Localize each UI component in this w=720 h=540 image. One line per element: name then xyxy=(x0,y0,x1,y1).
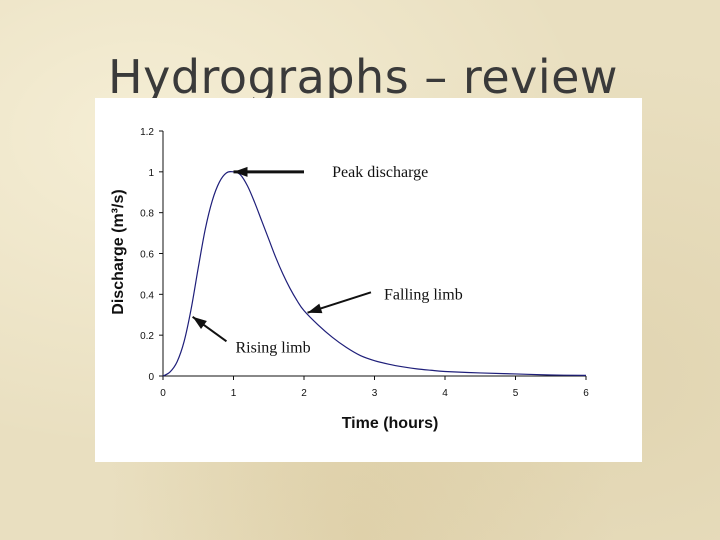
x-tick-label: 4 xyxy=(442,388,448,399)
slide-title: Hydrographs – review xyxy=(108,50,619,104)
y-tick-label: 1 xyxy=(148,168,154,179)
annotation-label: Falling limb xyxy=(384,286,463,303)
x-tick-label: 1 xyxy=(231,388,237,399)
y-tick-label: 1.2 xyxy=(140,127,154,138)
y-tick-label: 0.6 xyxy=(140,250,154,261)
annotation-label: Rising limb xyxy=(236,339,311,356)
x-tick-label: 2 xyxy=(301,388,307,399)
annotation-arrow-head xyxy=(233,166,248,177)
x-tick-label: 6 xyxy=(583,388,589,399)
hydrograph-chart: 0 1 2 3 4 5 6 0 0.2 0.4 0.6 0.8 1 1.2 Peak discharge F… xyxy=(110,127,589,432)
y-tick-label: 0 xyxy=(148,372,154,383)
x-axis-label: Time (hours) xyxy=(342,415,439,432)
y-axis-label: Discharge (m³/s) xyxy=(110,189,127,314)
x-tick-label: 5 xyxy=(513,388,519,399)
annotation-arrow-head xyxy=(307,303,323,314)
y-tick-label: 0.4 xyxy=(140,290,154,301)
annotation-label: Peak discharge xyxy=(332,164,428,181)
chart-panel: 0 1 2 3 4 5 6 0 0.2 0.4 0.6 0.8 1 1.2 Peak discharge F… xyxy=(95,98,642,462)
x-tick-label: 0 xyxy=(160,388,166,399)
y-tick-label: 0.8 xyxy=(140,209,154,220)
x-tick-label: 3 xyxy=(372,388,378,399)
annotation-arrow-head xyxy=(192,316,207,330)
y-tick-label: 0.2 xyxy=(140,331,154,342)
discharge-curve xyxy=(162,170,587,377)
